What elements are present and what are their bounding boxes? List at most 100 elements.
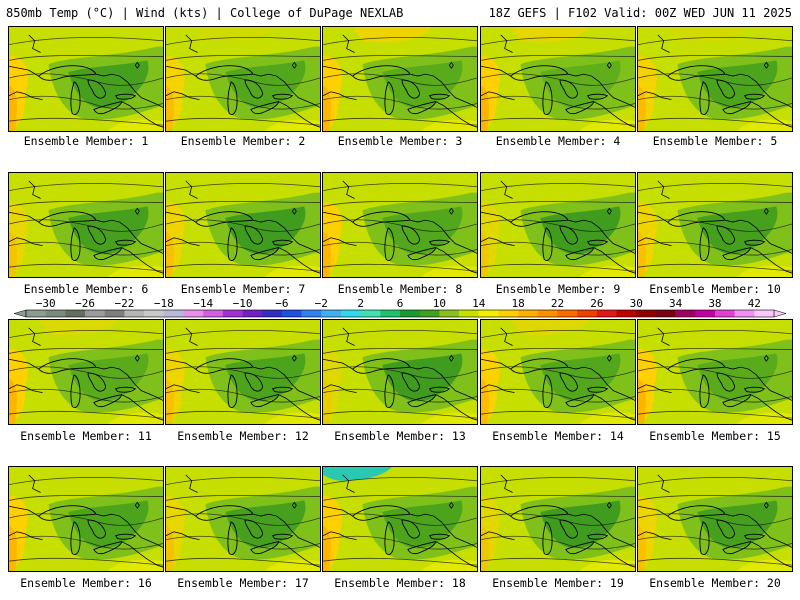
border-line [593, 541, 635, 568]
border-line [166, 91, 200, 100]
station-marker [134, 61, 140, 69]
border-line [657, 474, 670, 493]
warm-region [736, 559, 792, 571]
height-contour [481, 329, 635, 339]
great-lake-outline [114, 93, 137, 100]
border-line [567, 513, 635, 548]
colorbar-swatch [734, 310, 755, 317]
warm-region [264, 119, 320, 131]
great-lake-outline [37, 65, 97, 81]
border-line [121, 394, 163, 421]
height-contour [323, 73, 477, 86]
great-lake-outline [509, 505, 569, 521]
border-line [9, 531, 43, 540]
warm-region [107, 119, 163, 131]
height-contour [481, 476, 635, 486]
great-lake-outline [565, 541, 594, 555]
great-lake-outline [699, 227, 710, 261]
height-contour [638, 535, 792, 550]
station-marker [291, 61, 297, 69]
height-contour [481, 36, 635, 46]
border-line [638, 211, 668, 223]
colorbar-swatch [419, 310, 440, 317]
colorbar-swatch [577, 310, 598, 317]
station-marker [763, 61, 769, 69]
height-contour [481, 535, 635, 550]
great-lake-outline [542, 521, 553, 555]
station-marker [606, 501, 612, 509]
great-lake-outline [666, 65, 726, 81]
ensemble-member-label: Ensemble Member: 13 [334, 429, 466, 443]
great-lake-outline [743, 93, 766, 100]
great-lake-outline [407, 101, 436, 115]
station-marker [606, 354, 612, 362]
great-lake-outline [716, 79, 736, 99]
warm-core [9, 85, 17, 131]
warm-region [264, 265, 320, 277]
border-line [593, 394, 635, 421]
ensemble-member-label: Ensemble Member: 9 [495, 282, 621, 296]
great-lake-outline [699, 81, 710, 115]
border-line [95, 513, 163, 548]
ensemble-member-label: Ensemble Member: 8 [337, 282, 463, 296]
ensemble-member-label: Ensemble Member: 2 [180, 134, 306, 148]
height-contour [323, 535, 477, 550]
height-contour [9, 55, 163, 61]
station-marker [291, 354, 297, 362]
great-lake-outline [37, 358, 97, 374]
border-line [593, 247, 635, 274]
great-lake-outline [586, 93, 609, 100]
great-lake-outline [722, 541, 751, 555]
height-contour [638, 241, 792, 256]
great-lake-outline [87, 79, 107, 99]
height-contour [323, 263, 477, 272]
height-contour [481, 55, 635, 61]
ensemble-member-label: Ensemble Member: 7 [180, 282, 306, 296]
border-line [278, 101, 320, 128]
warm-core [481, 85, 489, 131]
great-lake-outline [271, 93, 294, 100]
ensemble-member-map [8, 466, 164, 572]
ensemble-member-map [322, 172, 478, 278]
border-line [185, 180, 198, 199]
station-marker [291, 207, 297, 215]
ensemble-member-label: Ensemble Member: 20 [649, 576, 781, 590]
colorbar-swatch [439, 310, 460, 317]
border-line [435, 101, 477, 128]
colorbar-swatch [163, 310, 184, 317]
colorbar-swatch [616, 310, 637, 317]
height-contour [638, 366, 792, 379]
map-title: 850mb Temp (°C) | Wind (kts) | College o… [6, 6, 404, 20]
great-lake-outline [384, 374, 395, 408]
height-contour [166, 495, 320, 501]
colorbar-tick-label: 38 [708, 297, 721, 310]
colorbar-swatch [65, 310, 86, 317]
station-marker [448, 61, 454, 69]
height-contour [166, 410, 320, 419]
colorbar-swatch [281, 310, 302, 317]
great-lake-outline [227, 521, 238, 555]
height-contour [9, 557, 163, 566]
border-line [9, 237, 43, 246]
colorbar-tick-label: 34 [669, 297, 683, 310]
border-line [166, 237, 200, 246]
colorbar-tick-label: 18 [511, 297, 524, 310]
great-lake-outline [114, 239, 137, 246]
colorbar-swatch [655, 310, 676, 317]
border-line [166, 505, 196, 517]
colorbar-tick-label: −10 [233, 297, 253, 310]
ensemble-member-map [165, 466, 321, 572]
warm-region [579, 559, 635, 571]
warm-core [481, 231, 489, 277]
height-contour [9, 263, 163, 272]
border-line [638, 505, 668, 517]
colorbar-swatch [183, 310, 204, 317]
warm-region [264, 412, 320, 424]
ensemble-member-map [637, 172, 793, 278]
colorbar-swatch [498, 310, 519, 317]
colorbar-swatch [557, 310, 578, 317]
height-contour [166, 557, 320, 566]
height-contour [638, 557, 792, 566]
border-line [638, 91, 672, 100]
border-line [323, 358, 353, 370]
